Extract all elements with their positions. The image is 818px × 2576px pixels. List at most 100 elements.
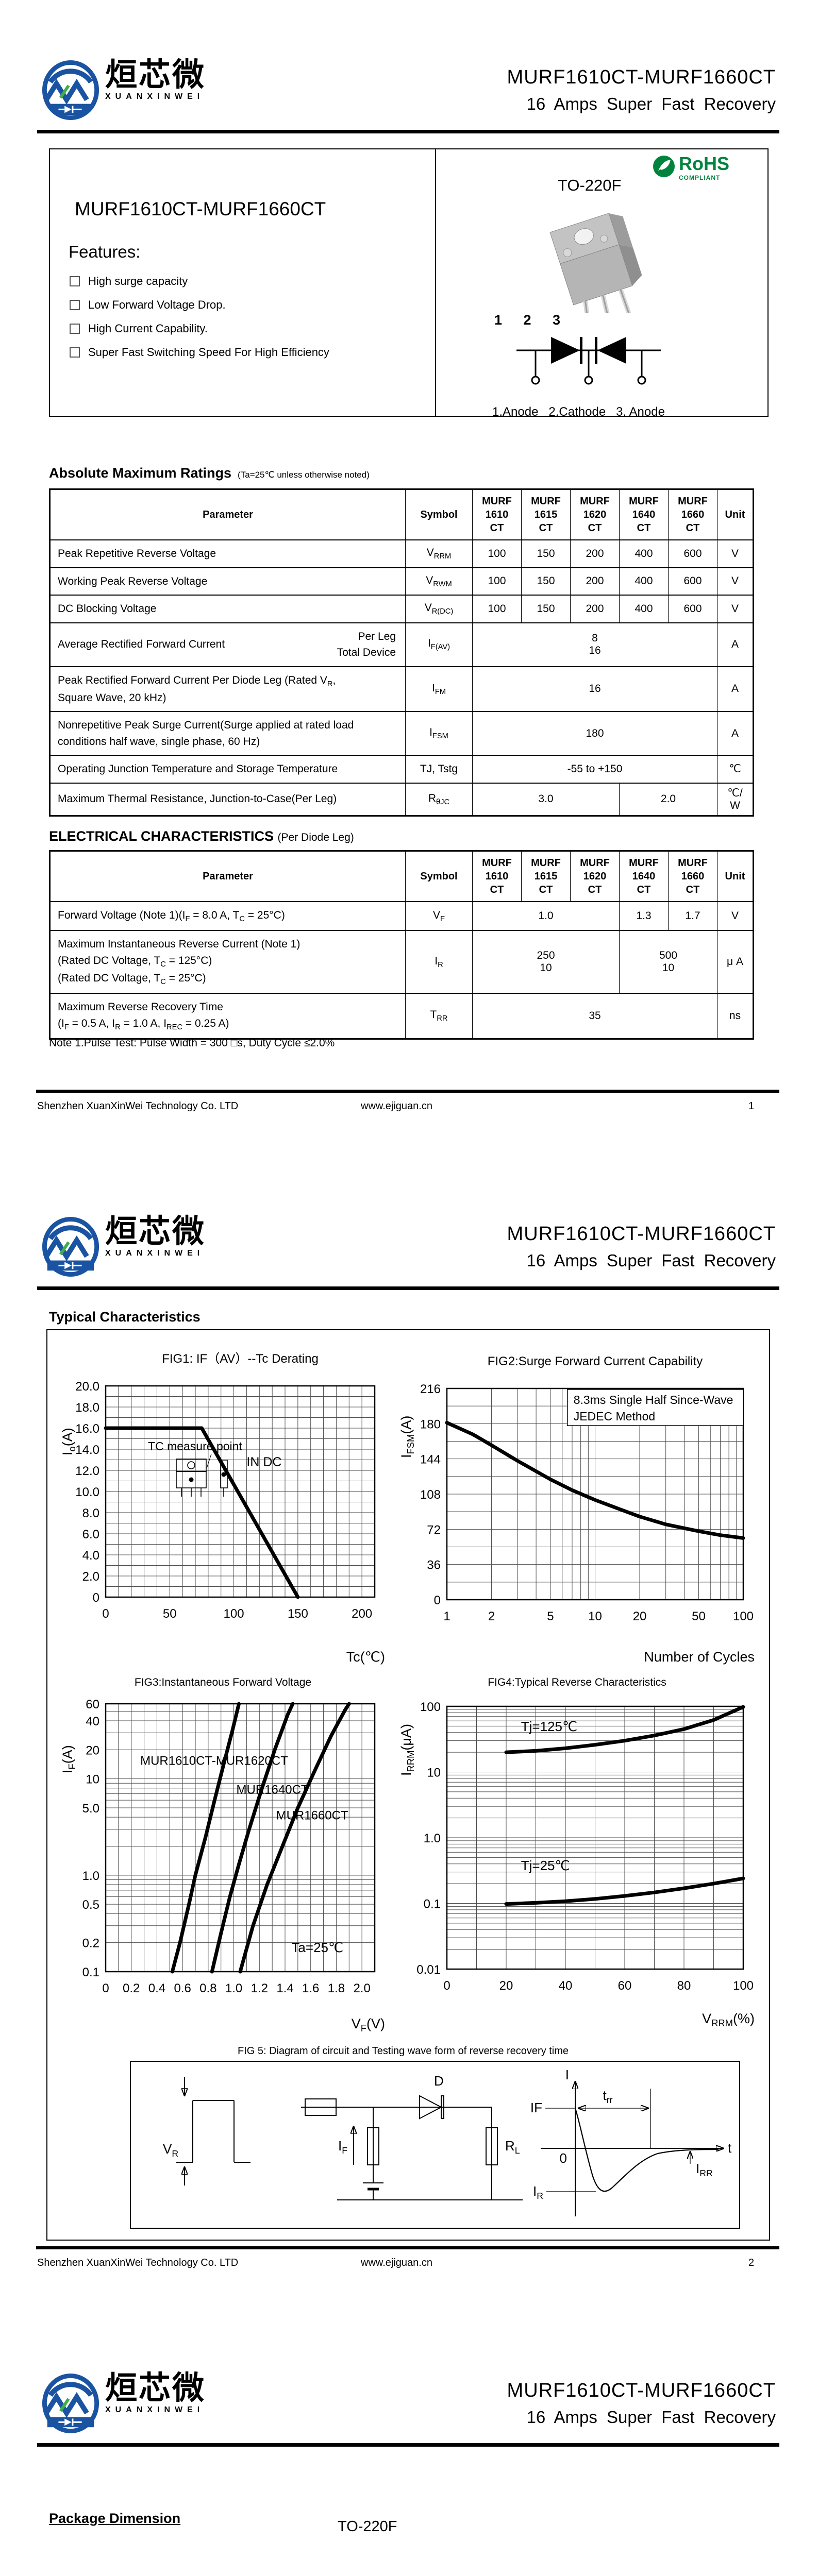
note-box: [566, 1389, 744, 1426]
x-tick: 5: [547, 1609, 554, 1623]
y-tick: 0: [93, 1591, 99, 1605]
features-heading: Features:: [69, 242, 141, 261]
chart-fig3: 0 0.2 0.4 0.6 0.8 1.0 1.2 1.4 1.6 1.8 2.0 0.1 0.2 0.5…: [60, 1698, 385, 2033]
page-3: 烜芯微 XUANXINWEI MURF1610CT-MURF1660CT 16 …: [0, 2313, 818, 2576]
package-name: TO-220F: [558, 176, 622, 194]
y-tick: 16.0: [75, 1422, 99, 1436]
x-tick: 2.0: [353, 1981, 370, 1995]
table-cell: ℃: [717, 755, 754, 784]
table-cell: MURF 1660 CT: [668, 850, 717, 902]
table-cell: TRR: [405, 993, 473, 1040]
page-1: 烜芯微 XUANXINWEI MURF1610CT-MURF1660CT 16 …: [0, 0, 818, 1157]
chart-fig4: 0 20 40 60 80 100 0.01 0.1 1.0 10 100 VRRM(%) IRRM(μ…: [398, 1700, 755, 2028]
table-cell: Nonrepetitive Peak Surge Current(Surge a…: [49, 711, 406, 756]
table-cell: ns: [717, 993, 754, 1040]
ir-label: IR: [533, 2183, 543, 2201]
y-tick: 40: [86, 1715, 99, 1728]
table-cell: 400: [619, 595, 669, 623]
logo-mark-icon: [42, 60, 99, 121]
feature-item: High Current Capability.: [70, 322, 329, 335]
x-tick: 1.2: [251, 1981, 268, 1995]
table-cell: 180: [472, 711, 717, 756]
logo-mark-icon: [42, 1216, 99, 1277]
y-tick: 18.0: [75, 1401, 99, 1415]
table-cell: Forward Voltage (Note 1)(IF = 8.0 A, TC …: [49, 901, 406, 931]
x-tick: 0: [102, 1981, 109, 1995]
plot-border: [446, 1705, 744, 1970]
company-logo: 烜芯微 XUANXINWEI: [40, 2372, 206, 2435]
table-cell: Average Rectified Forward Current Per Leg…: [49, 622, 406, 667]
series-surge capability 8.3ms JEDEC: [445, 1420, 745, 1540]
product-title: MURF1610CT-MURF1660CT: [75, 198, 326, 219]
ec-condition: (Per Diode Leg): [277, 832, 354, 843]
series-Tj=25℃: [504, 1876, 745, 1906]
table-cell: VRWM: [405, 567, 473, 596]
doc-title: MURF1610CT-MURF1660CT 16 Amps Super Fast…: [507, 2379, 776, 2427]
checkbox-icon: [70, 324, 80, 334]
rl-label: RL: [505, 2138, 520, 2156]
table-cell: A: [717, 666, 754, 713]
annotation: Tj=125℃: [521, 1719, 577, 1734]
header-rule: [37, 2443, 779, 2447]
x-tick: 50: [692, 1609, 706, 1623]
chart-root: 0 20 40 60 80 100 0.01 0.1 1.0 10 100 VRRM(%) IRRM(μ…: [398, 1700, 755, 2028]
y-tick: 144: [420, 1453, 441, 1467]
x-tick: 100: [224, 1607, 244, 1621]
y-tick: 1.0: [424, 1832, 441, 1845]
fig3-caption: FIG3:Instantaneous Forward Voltage: [134, 1676, 312, 1688]
annotation: TC measure point: [148, 1439, 242, 1453]
plot-border: [105, 1385, 376, 1598]
annotation: MUR1660CT: [276, 1808, 348, 1822]
table-cell: VF: [405, 901, 473, 931]
x-tick: 60: [618, 1979, 632, 1993]
pulse-test-note: Note 1.Pulse Test: Pulse Width = 300 □s,…: [49, 1037, 335, 1049]
annotation: MUR1640CT: [237, 1783, 309, 1797]
x-tick: 2: [488, 1609, 495, 1623]
logo-english: XUANXINWEI: [105, 2405, 205, 2414]
table-cell: 400: [619, 567, 669, 596]
table-cell: Peak Rectified Forward Current Per Diode…: [49, 666, 406, 713]
x-tick: 1.0: [225, 1981, 242, 1995]
package-drawing: PIN1 2 3 .406(10.3) MAX .161(4.1) MAX .1…: [0, 2540, 818, 2576]
part-range: MURF1610CT-MURF1660CT: [507, 2380, 776, 2401]
table-cell: Maximum Instantaneous Reverse Current (N…: [49, 930, 406, 994]
x-tick: 1.4: [276, 1981, 293, 1995]
grid: [446, 1706, 744, 1970]
y-tick: 0: [434, 1594, 441, 1607]
series-Tj=125℃: [504, 1705, 745, 1754]
table-cell: μ A: [717, 930, 754, 994]
table-cell: 600: [668, 539, 717, 568]
table-cell: V: [717, 567, 754, 596]
table-cell: Parameter: [49, 850, 406, 902]
recovery-curve: [574, 2108, 719, 2192]
doc-title: MURF1610CT-MURF1660CT 16 Amps Super Fast…: [507, 1223, 776, 1270]
table-cell: Maximum Reverse Recovery Time (IF = 0.5 A…: [49, 993, 406, 1040]
table-cell: Symbol: [405, 850, 473, 902]
part-range: MURF1610CT-MURF1660CT: [507, 66, 776, 88]
header-rule: [37, 1286, 779, 1290]
trr-label: trr: [603, 2088, 612, 2105]
amr-heading: Absolute Maximum Ratings (Ta=25℃ unless o…: [49, 465, 370, 481]
checkbox-icon: [70, 347, 80, 358]
table-cell: 150: [521, 539, 571, 568]
table-cell: 16: [472, 666, 717, 713]
table-cell: MURF 1640 CT: [619, 488, 669, 540]
table-cell: V: [717, 901, 754, 931]
table-cell: 35: [472, 993, 717, 1040]
table-cell: Peak Repetitive Reverse Voltage: [49, 539, 406, 568]
fig4-caption: FIG4:Typical Reverse Characteristics: [488, 1676, 666, 1688]
series-IF(AV) derating: [104, 1426, 300, 1599]
table-cell: IFM: [405, 666, 473, 713]
page-2: 烜芯微 XUANXINWEI MURF1610CT-MURF1660CT 16 …: [0, 1157, 818, 2313]
table-cell: Symbol: [405, 488, 473, 540]
y-tick: 2.0: [82, 1570, 99, 1584]
table-cell: VRRM: [405, 539, 473, 568]
footer-website: www.ejiguan.cn: [361, 2257, 432, 2268]
y-tick: 20.0: [75, 1380, 99, 1394]
logo-chinese: 烜芯微: [105, 56, 206, 93]
rohs-leaf-icon: [653, 156, 675, 177]
y-tick: 0.1: [424, 1897, 441, 1911]
checkbox-icon: [70, 300, 80, 310]
table-cell: 1.7: [668, 901, 717, 931]
logo-chinese: 烜芯微: [105, 2369, 206, 2406]
